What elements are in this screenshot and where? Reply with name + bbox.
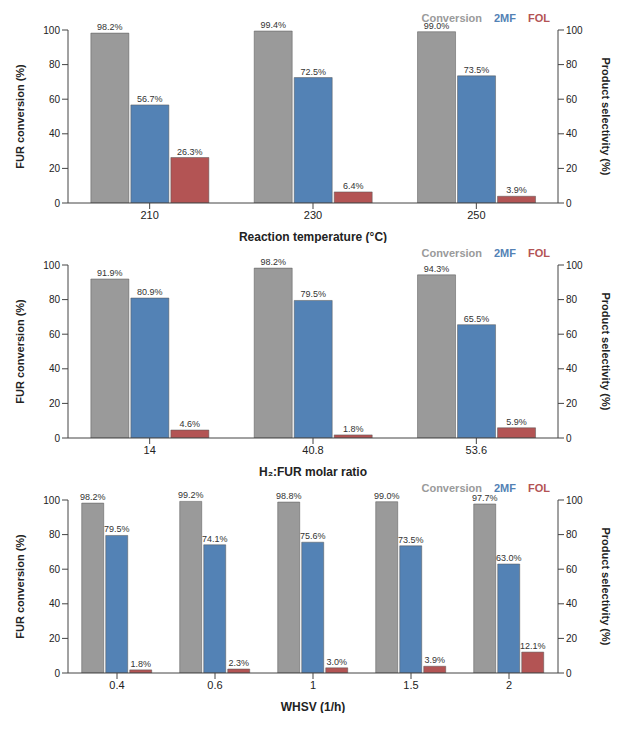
svg-text:40.8: 40.8 [302, 444, 323, 456]
svg-text:250: 250 [467, 209, 485, 221]
html-text:Conversion: Conversion [421, 482, 482, 494]
svg-text:100: 100 [43, 25, 60, 36]
svg-text:0.6: 0.6 [207, 679, 222, 691]
html-text:Conversion: Conversion [421, 12, 482, 24]
svg-text:40: 40 [566, 128, 578, 139]
svg-text:100: 100 [566, 495, 583, 506]
svg-text:3.9%: 3.9% [506, 185, 527, 195]
html-text:2MF: 2MF [494, 482, 516, 494]
svg-text:FUR conversion (%): FUR conversion (%) [14, 64, 26, 169]
svg-text:20: 20 [49, 398, 61, 409]
svg-text:0: 0 [54, 433, 60, 444]
svg-text:1.8%: 1.8% [343, 424, 364, 434]
svg-text:97.7%: 97.7% [472, 493, 498, 503]
svg-text:Reaction temperature (°C): Reaction temperature (°C) [239, 230, 387, 243]
svg-text:20: 20 [566, 398, 578, 409]
svg-text:60: 60 [49, 564, 61, 575]
svg-text:40: 40 [566, 363, 578, 374]
svg-text:26.3%: 26.3% [177, 147, 203, 157]
svg-text:60: 60 [566, 329, 578, 340]
svg-text:0: 0 [54, 198, 60, 209]
svg-text:100: 100 [566, 260, 583, 271]
svg-text:99.2%: 99.2% [178, 490, 204, 500]
svg-text:0: 0 [566, 433, 572, 444]
svg-text:1.8%: 1.8% [130, 659, 151, 669]
html-text:2MF: 2MF [494, 247, 516, 259]
svg-text:98.8%: 98.8% [276, 491, 302, 501]
svg-text:94.3%: 94.3% [424, 264, 450, 274]
svg-text:1.5: 1.5 [403, 679, 418, 691]
svg-text:72.5%: 72.5% [300, 67, 326, 77]
svg-text:73.5%: 73.5% [464, 65, 490, 75]
svg-text:91.9%: 91.9% [97, 268, 123, 278]
svg-text:Product selectivity (%): Product selectivity (%) [600, 293, 612, 411]
svg-text:5.9%: 5.9% [506, 417, 527, 427]
svg-text:60: 60 [566, 94, 578, 105]
html-text:FOL: FOL [528, 482, 550, 494]
svg-text:210: 210 [140, 209, 158, 221]
svg-text:63.0%: 63.0% [496, 553, 522, 563]
svg-text:98.2%: 98.2% [97, 22, 123, 32]
svg-text:20: 20 [49, 163, 61, 174]
svg-text:H₂:FUR molar ratio: H₂:FUR molar ratio [259, 465, 367, 478]
svg-text:3.0%: 3.0% [326, 657, 347, 667]
svg-text:99.4%: 99.4% [260, 20, 286, 30]
html-text:FOL: FOL [528, 247, 550, 259]
svg-text:3.9%: 3.9% [424, 655, 445, 665]
svg-text:FUR conversion (%): FUR conversion (%) [14, 534, 26, 639]
svg-text:74.1%: 74.1% [202, 534, 228, 544]
svg-text:100: 100 [43, 495, 60, 506]
svg-text:79.5%: 79.5% [104, 524, 130, 534]
svg-text:40: 40 [49, 128, 61, 139]
svg-text:20: 20 [49, 633, 61, 644]
svg-text:98.2%: 98.2% [80, 492, 106, 502]
svg-text:80.9%: 80.9% [137, 287, 163, 297]
svg-text:230: 230 [304, 209, 322, 221]
svg-text:75.6%: 75.6% [300, 531, 326, 541]
html-text:2MF: 2MF [494, 12, 516, 24]
svg-text:2.3%: 2.3% [228, 658, 249, 668]
svg-text:56.7%: 56.7% [137, 94, 163, 104]
svg-text:40: 40 [566, 598, 578, 609]
svg-text:100: 100 [43, 260, 60, 271]
svg-text:98.2%: 98.2% [260, 257, 286, 267]
svg-text:40: 40 [49, 598, 61, 609]
svg-text:0: 0 [566, 198, 572, 209]
svg-text:80: 80 [566, 59, 578, 70]
svg-text:80: 80 [49, 529, 61, 540]
svg-text:WHSV (1/h): WHSV (1/h) [281, 700, 346, 713]
svg-text:65.5%: 65.5% [464, 314, 490, 324]
svg-text:14: 14 [144, 444, 156, 456]
svg-text:80: 80 [49, 294, 61, 305]
svg-text:80: 80 [566, 529, 578, 540]
svg-text:Product selectivity (%): Product selectivity (%) [600, 528, 612, 646]
svg-text:99.0%: 99.0% [424, 21, 450, 31]
svg-text:60: 60 [49, 329, 61, 340]
svg-text:0: 0 [54, 668, 60, 679]
svg-text:40: 40 [49, 363, 61, 374]
svg-text:0.4: 0.4 [109, 679, 124, 691]
svg-text:6.4%: 6.4% [343, 181, 364, 191]
svg-text:60: 60 [566, 564, 578, 575]
svg-text:2: 2 [506, 679, 512, 691]
svg-text:Product selectivity (%): Product selectivity (%) [600, 58, 612, 176]
svg-text:20: 20 [566, 633, 578, 644]
svg-text:100: 100 [566, 25, 583, 36]
svg-text:1: 1 [310, 679, 316, 691]
svg-text:0: 0 [566, 668, 572, 679]
svg-text:73.5%: 73.5% [398, 535, 424, 545]
svg-text:20: 20 [566, 163, 578, 174]
svg-text:80: 80 [49, 59, 61, 70]
svg-text:80: 80 [566, 294, 578, 305]
svg-text:12.1%: 12.1% [520, 641, 546, 651]
svg-text:79.5%: 79.5% [300, 289, 326, 299]
svg-text:FUR conversion (%): FUR conversion (%) [14, 299, 26, 404]
html-text:FOL: FOL [528, 12, 550, 24]
svg-text:53.6: 53.6 [466, 444, 487, 456]
svg-text:99.0%: 99.0% [374, 491, 400, 501]
svg-text:60: 60 [49, 94, 61, 105]
svg-text:4.6%: 4.6% [180, 419, 201, 429]
html-text:Conversion: Conversion [421, 247, 482, 259]
